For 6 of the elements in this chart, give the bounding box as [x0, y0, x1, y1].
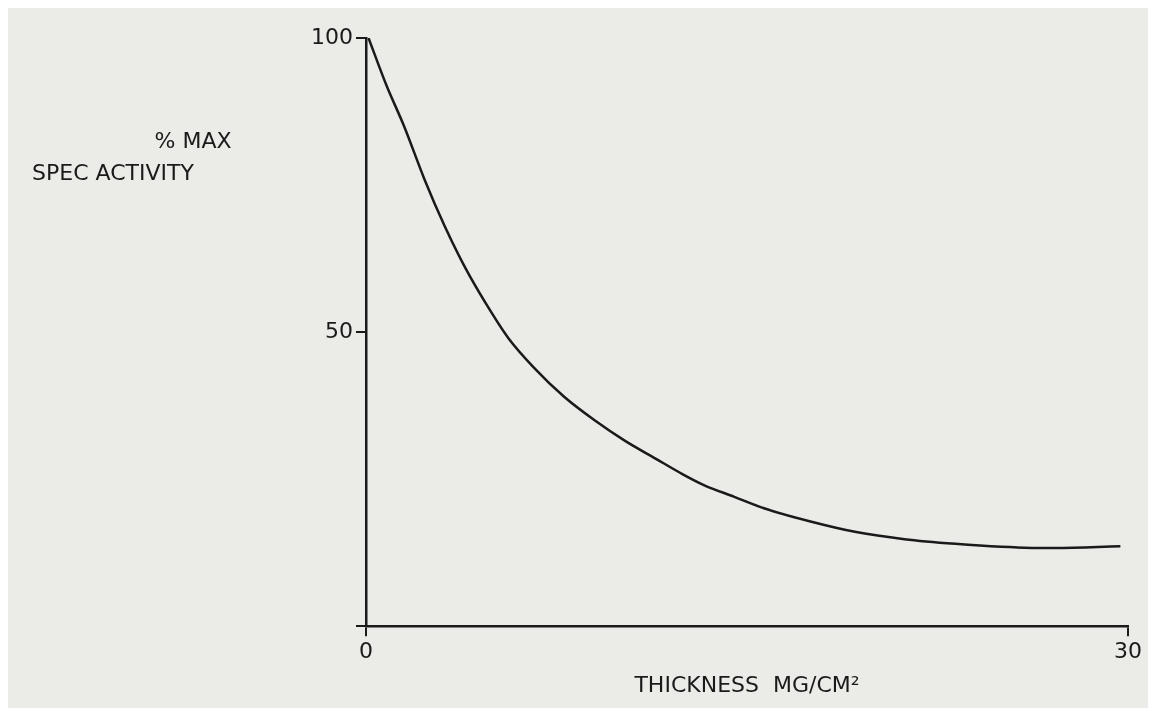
x-tick-label: 0: [358, 638, 373, 664]
y-axis-title: % MAX SPEC ACTIVITY: [32, 128, 232, 185]
y-tick-label: 100: [310, 23, 353, 49]
x-axis-title: THICKNESS MG/CM²: [633, 671, 860, 697]
x-tick-label: 30: [1114, 638, 1142, 664]
y-tick-label: 50: [324, 317, 353, 343]
